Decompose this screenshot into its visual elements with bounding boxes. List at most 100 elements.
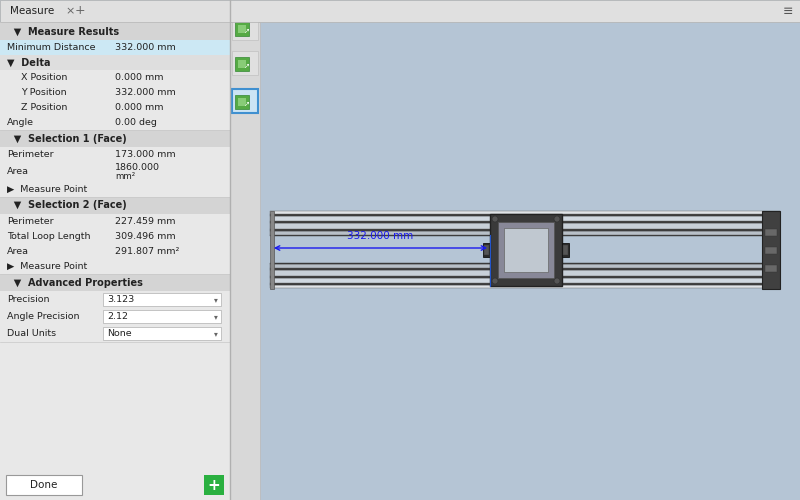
Text: 291.807 mm²: 291.807 mm² [115,247,179,256]
Bar [270,229,780,231]
Bar [235,95,249,109]
Bar [103,310,221,323]
Bar [270,231,780,235]
Bar [504,228,548,272]
Text: Angle Precision: Angle Precision [7,312,79,321]
Text: None: None [107,329,132,338]
Bar [238,60,246,68]
Bar [563,245,568,255]
Bar [0,55,230,70]
Text: Perimeter: Perimeter [7,150,54,159]
Text: 332.000 mm: 332.000 mm [115,88,176,97]
Bar [0,147,230,162]
Text: ↗: ↗ [244,101,250,107]
Text: ▼  Delta: ▼ Delta [7,58,50,68]
Bar [270,211,780,214]
Bar [0,0,800,22]
Text: +: + [208,478,220,492]
Text: 0.000 mm: 0.000 mm [115,103,163,112]
Bar [765,247,777,254]
Text: Total Loop Length: Total Loop Length [7,232,90,241]
Circle shape [492,216,498,222]
Bar [232,16,258,40]
Text: Precision: Precision [7,295,50,304]
Text: ▼  Advanced Properties: ▼ Advanced Properties [7,278,143,287]
Text: 173.000 mm: 173.000 mm [115,150,176,159]
Text: X Position: X Position [21,73,67,82]
Bar [232,51,258,75]
Bar [0,22,230,500]
Bar [0,85,230,100]
Text: Z Position: Z Position [21,103,67,112]
Text: Area: Area [7,247,29,256]
Circle shape [554,278,560,284]
Bar [270,211,274,289]
Bar [204,475,224,495]
Text: Y Position: Y Position [21,88,66,97]
Bar [230,22,260,500]
Bar [238,25,246,33]
Bar [0,115,230,130]
Text: Measure: Measure [10,6,54,16]
Text: 0.000 mm: 0.000 mm [115,73,163,82]
Bar [270,264,780,268]
Text: ▼  Selection 2 (Face): ▼ Selection 2 (Face) [7,200,126,210]
Text: +: + [75,4,86,18]
Bar [270,216,780,221]
Text: ▶  Measure Point: ▶ Measure Point [7,262,87,271]
Text: ↗: ↗ [244,63,250,69]
Bar [0,70,230,85]
Bar [270,214,780,216]
Text: ▼  Measure Results: ▼ Measure Results [7,26,119,36]
Text: 3.123: 3.123 [107,295,134,304]
Text: Dual Units: Dual Units [7,329,56,338]
Bar [562,243,569,257]
Bar [490,214,562,286]
Bar [103,293,221,306]
Text: ▾: ▾ [214,312,218,321]
Bar [103,327,221,340]
Bar [0,162,230,182]
Text: ▾: ▾ [214,329,218,338]
Bar [270,221,780,223]
Bar [6,475,82,495]
Text: 2.12: 2.12 [107,312,128,321]
Bar [270,285,780,288]
Bar [765,265,777,272]
Bar [270,283,780,285]
Text: 227.459 mm: 227.459 mm [115,217,175,226]
Circle shape [554,216,560,222]
Bar [0,259,230,274]
Text: ↗: ↗ [244,28,250,34]
Bar [0,100,230,115]
Bar [270,276,780,278]
Bar [238,98,246,106]
Text: 332.000 mm: 332.000 mm [115,43,176,52]
Text: ×: × [65,6,74,16]
Bar [270,270,780,276]
Circle shape [492,278,498,284]
Bar [0,197,230,214]
Text: Perimeter: Perimeter [7,217,54,226]
Text: Minimum Distance: Minimum Distance [7,43,95,52]
Bar [0,274,230,291]
Bar [232,89,258,113]
Text: mm²: mm² [115,172,135,181]
Bar [0,325,230,342]
Bar [0,130,230,147]
Bar [484,245,489,255]
Bar [0,23,230,40]
Bar [0,229,230,244]
Text: 0.00 deg: 0.00 deg [115,118,157,127]
Bar [0,40,230,55]
Text: 332.000 mm: 332.000 mm [347,231,414,241]
Text: ≡: ≡ [782,4,793,18]
Text: ▾: ▾ [214,295,218,304]
Bar [0,291,230,308]
Bar [270,278,780,283]
Bar [0,308,230,325]
Text: ▼  Selection 1 (Face): ▼ Selection 1 (Face) [7,134,126,143]
Bar [0,182,230,197]
Bar [483,243,490,257]
Bar [235,57,249,71]
